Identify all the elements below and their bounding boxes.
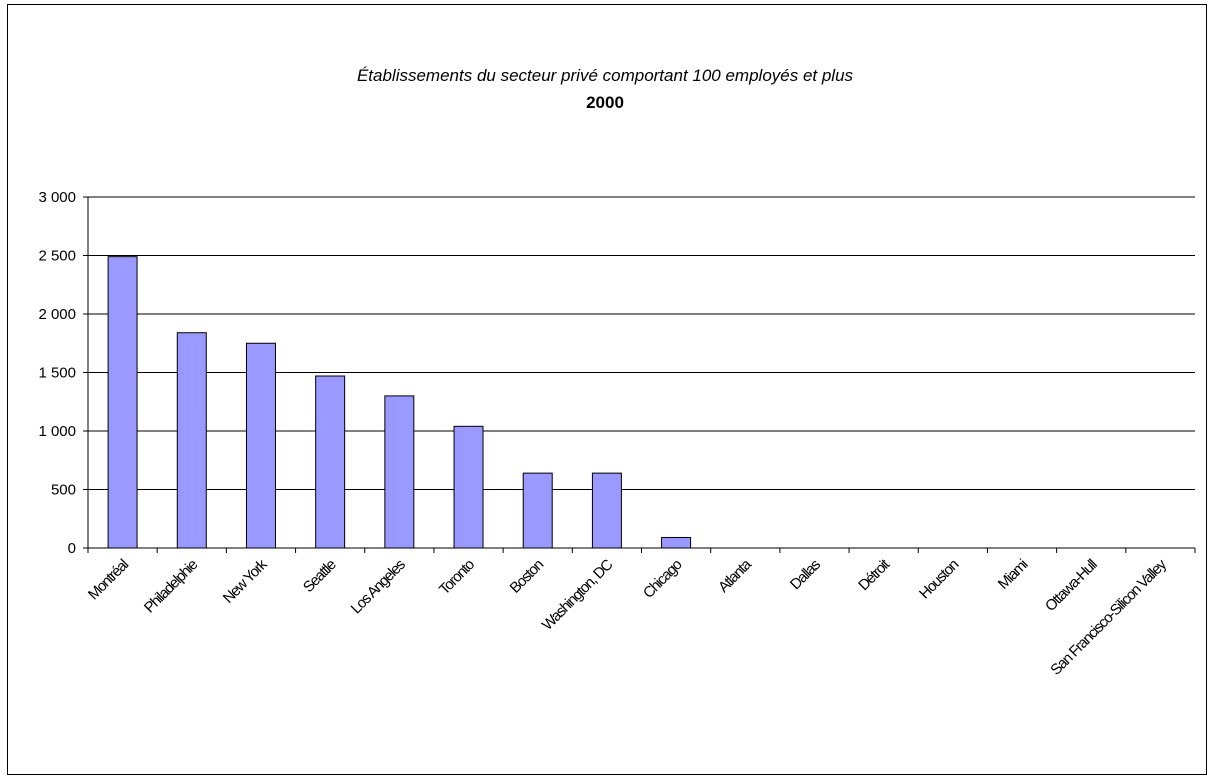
y-tick-label: 1 500 bbox=[38, 365, 76, 382]
x-category-label: Los Angeles bbox=[348, 556, 409, 617]
x-category-label: Dallas bbox=[787, 556, 824, 593]
bar bbox=[245, 342, 276, 549]
x-category-label: Détroit bbox=[855, 555, 894, 594]
y-tick-label: 500 bbox=[51, 482, 76, 499]
x-category-label: Montréal bbox=[85, 556, 132, 603]
y-tick-labels: 0 500 1 000 1 500 2 000 2 500 3 000 bbox=[38, 189, 76, 557]
y-tick-label: 2 500 bbox=[38, 248, 76, 265]
x-category-label: Houston bbox=[916, 556, 962, 602]
y-tick-label: 0 bbox=[68, 540, 76, 557]
x-category-label: Philadelphie bbox=[141, 556, 201, 616]
bar bbox=[107, 256, 138, 549]
y-tick-label: 2 000 bbox=[38, 306, 76, 323]
bar bbox=[315, 375, 346, 549]
x-category-label: Washington, DC bbox=[539, 556, 617, 634]
bar bbox=[384, 395, 415, 549]
bar bbox=[661, 536, 692, 549]
y-tick-label: 3 000 bbox=[38, 189, 76, 206]
x-category-label: San Francisco-Silicon Valley bbox=[1047, 556, 1170, 679]
x-category-label: Ottawa-Hull bbox=[1042, 556, 1101, 615]
bar bbox=[522, 472, 553, 549]
x-category-label: Miami bbox=[995, 556, 1032, 593]
bar bbox=[176, 332, 207, 549]
x-category-label: New York bbox=[220, 556, 271, 607]
y-tick-label: 1 000 bbox=[38, 423, 76, 440]
bar bbox=[453, 425, 484, 549]
x-category-label: Seattle bbox=[300, 556, 340, 596]
bar bbox=[591, 472, 622, 549]
axes bbox=[83, 196, 1196, 553]
x-category-label: Boston bbox=[507, 556, 548, 597]
chart-subtitle: 2000 bbox=[586, 93, 624, 112]
x-category-labels: Montréal Philadelphie New York Seattle Los A… bbox=[85, 555, 1171, 678]
chart-frame: Établissements du secteur privé comporta… bbox=[7, 4, 1207, 775]
x-category-label: Atlanta bbox=[715, 556, 755, 596]
bar-chart: Établissements du secteur privé comporta… bbox=[38, 66, 1196, 679]
chart-title: Établissements du secteur privé comporta… bbox=[357, 66, 854, 85]
bars bbox=[107, 256, 692, 549]
x-category-label: Toronto bbox=[436, 556, 478, 598]
x-category-label: Chicago bbox=[640, 556, 686, 602]
